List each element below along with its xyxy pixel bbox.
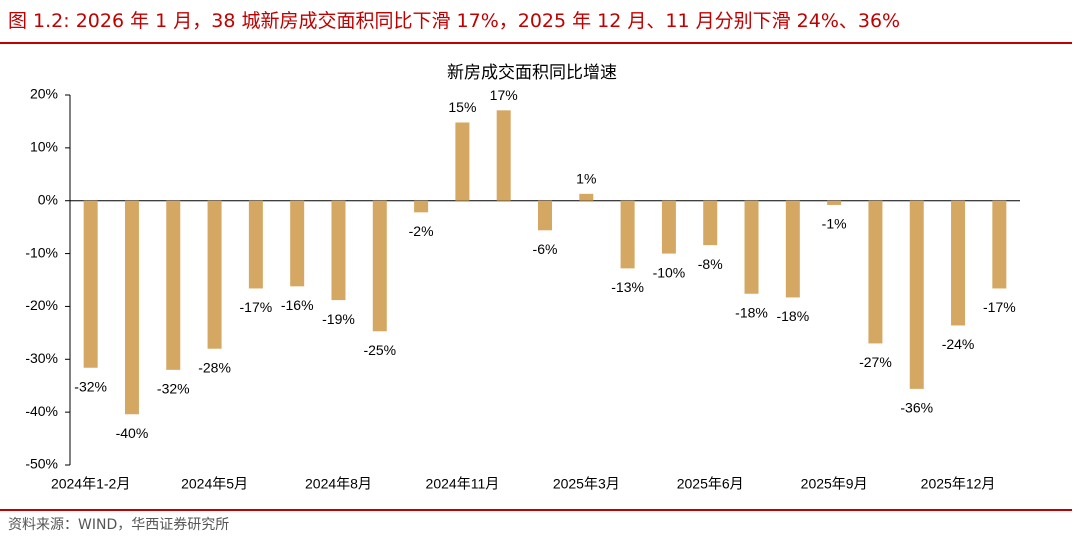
- bar: [496, 110, 511, 201]
- bar: [579, 193, 594, 201]
- bar: [661, 200, 676, 254]
- bar: [620, 200, 635, 269]
- data-label: -17%: [983, 299, 1016, 315]
- y-tick-label: -30%: [25, 350, 58, 366]
- x-tick-label: 2024年11月: [426, 476, 500, 492]
- bar: [868, 200, 883, 344]
- x-tick-label: 2025年12月: [921, 476, 996, 492]
- data-label: -10%: [653, 264, 686, 280]
- bar: [785, 200, 800, 298]
- data-label: -1%: [822, 216, 847, 232]
- bar: [909, 200, 924, 389]
- data-label: -32%: [74, 378, 107, 394]
- bottom-rule: [0, 509, 1072, 511]
- bar: [703, 200, 718, 246]
- x-tick-label: 2024年8月: [305, 476, 372, 492]
- chart-title: 新房成交面积同比增速: [447, 63, 617, 83]
- bar: [166, 200, 181, 370]
- data-label: -40%: [116, 425, 149, 441]
- bar: [538, 200, 552, 231]
- bar: [744, 200, 759, 294]
- x-tick-label: 2024年5月: [181, 476, 248, 492]
- data-label: 15%: [448, 99, 476, 115]
- data-label: -25%: [363, 342, 396, 358]
- bar: [455, 122, 470, 201]
- y-tick-label: 0%: [38, 191, 58, 207]
- data-label: -36%: [900, 400, 933, 416]
- x-tick-label: 2024年1-2月: [51, 476, 130, 492]
- data-label: -19%: [322, 311, 355, 327]
- data-label: -32%: [157, 381, 190, 397]
- data-label: -18%: [776, 308, 809, 324]
- x-tick-label: 2025年3月: [553, 476, 620, 492]
- data-label: -6%: [533, 241, 558, 257]
- bar: [124, 200, 139, 415]
- x-tick-label: 2025年9月: [801, 476, 868, 492]
- bar: [83, 200, 98, 368]
- data-label: 1%: [576, 171, 596, 187]
- figure-title: 图 1.2: 2026 年 1 月，38 城新房成交面积同比下滑 17%，202…: [8, 10, 901, 32]
- y-tick-label: -20%: [25, 297, 58, 313]
- bar: [951, 200, 966, 326]
- y-tick-label: 20%: [30, 86, 58, 102]
- y-tick-label: -40%: [25, 403, 58, 419]
- data-label: -28%: [198, 359, 231, 375]
- data-label: -18%: [735, 304, 768, 320]
- data-label: -8%: [698, 256, 723, 272]
- source: 资料来源：WIND，华西证券研究所: [8, 517, 230, 533]
- bar: [827, 200, 842, 205]
- bar: [331, 200, 346, 301]
- bar: [290, 200, 305, 287]
- data-label: -27%: [859, 354, 892, 370]
- x-tick-label: 2025年6月: [677, 476, 744, 492]
- bar: [372, 200, 387, 332]
- bar: [992, 200, 1007, 289]
- y-tick-label: -10%: [25, 244, 58, 260]
- data-label: -17%: [240, 299, 273, 315]
- bar: [248, 200, 263, 289]
- data-label: -24%: [942, 336, 975, 352]
- bar: [207, 200, 222, 349]
- y-tick-label: 10%: [30, 139, 58, 155]
- data-label: -16%: [281, 297, 314, 313]
- data-label: -13%: [611, 279, 644, 295]
- bar: [414, 200, 429, 213]
- data-label: -2%: [409, 223, 434, 239]
- y-tick-label: -50%: [25, 456, 58, 472]
- data-label: 17%: [490, 87, 518, 103]
- top-rule: [0, 42, 1072, 44]
